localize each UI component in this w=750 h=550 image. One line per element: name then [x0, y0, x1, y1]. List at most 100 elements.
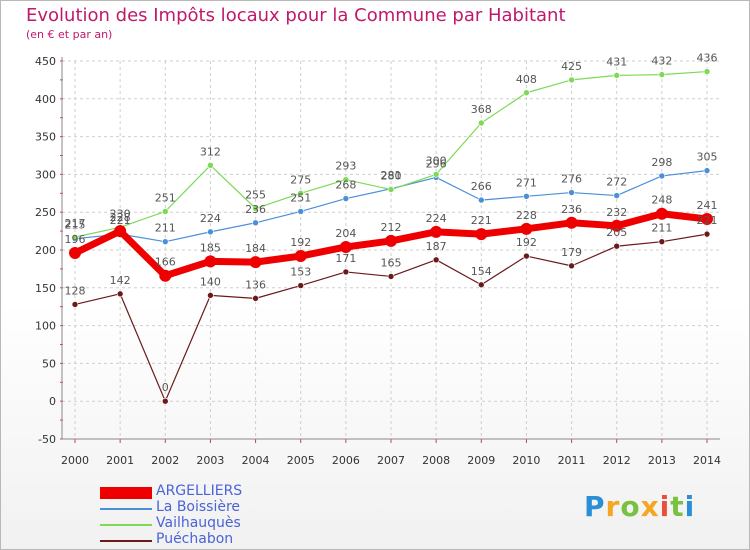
data-label-vailhauque-s: 431 — [606, 55, 627, 68]
series-layer — [69, 68, 713, 405]
data-label-vailhauque-s: 425 — [561, 60, 582, 73]
y-tick-label: 0 — [49, 395, 56, 408]
data-point-vailhauque-s — [252, 205, 259, 212]
data-point-vailhauque-s — [658, 71, 666, 78]
data-point-pue-chabon — [71, 301, 79, 308]
data-label-pue-chabon: 171 — [335, 252, 356, 265]
legend-swatch — [100, 508, 152, 510]
data-label-argelliers: 228 — [516, 209, 537, 222]
data-label-la-boissie-re: 272 — [606, 176, 627, 189]
data-label-la-boissie-re: 271 — [516, 176, 537, 189]
data-label-la-boissie-re: 281 — [381, 169, 402, 182]
data-label-layer: 128 142 0 140 136 153 171 165 187 154 192 179 205 211… — [65, 52, 718, 395]
data-point-la-boissie-re — [703, 167, 711, 174]
x-tick-label: 2012 — [603, 454, 631, 467]
data-label-pue-chabon: 0 — [162, 381, 169, 394]
data-point-argelliers — [430, 225, 443, 238]
data-label-argelliers: 196 — [65, 233, 86, 246]
data-label-la-boissie-re: 236 — [245, 203, 266, 216]
data-label-vailhauque-s: 436 — [697, 52, 718, 65]
y-tick-label: -50 — [38, 433, 56, 446]
proxiti-logo: Proxiti — [584, 490, 696, 523]
x-tick-label: 2010 — [512, 454, 540, 467]
data-point-argelliers — [475, 228, 488, 241]
data-label-argelliers: 185 — [200, 241, 221, 254]
data-label-vailhauque-s: 408 — [516, 73, 537, 86]
x-tick-label: 2009 — [467, 454, 495, 467]
x-tick-label: 2007 — [377, 454, 405, 467]
data-label-vailhauque-s: 217 — [65, 217, 86, 230]
data-point-pue-chabon — [207, 292, 214, 299]
y-tick-label: 300 — [35, 168, 56, 181]
legend-label: ARGELLIERS — [156, 483, 243, 499]
y-tick-label: 200 — [35, 244, 56, 257]
data-point-argelliers — [69, 247, 81, 260]
data-label-vailhauque-s: 230 — [110, 207, 131, 220]
data-point-argelliers — [520, 222, 533, 235]
data-point-vailhauque-s — [207, 162, 214, 169]
data-point-pue-chabon — [297, 282, 305, 289]
data-label-vailhauque-s: 368 — [471, 103, 492, 116]
x-tick-label: 2000 — [61, 454, 89, 467]
data-label-argelliers: 248 — [651, 194, 672, 207]
data-label-pue-chabon: 221 — [697, 214, 718, 227]
x-tick-label: 2011 — [558, 454, 586, 467]
data-label-argelliers: 228 — [110, 211, 131, 224]
data-point-vailhauque-s — [523, 89, 530, 97]
legend-swatch — [100, 540, 152, 542]
data-point-vailhauque-s — [477, 119, 485, 127]
data-point-vailhauque-s — [432, 171, 440, 178]
y-tick-label: 350 — [35, 131, 56, 144]
data-label-la-boissie-re: 224 — [200, 212, 221, 225]
data-point-vailhauque-s — [387, 186, 395, 193]
data-label-pue-chabon: 179 — [561, 246, 582, 259]
legend-label: La Boissière — [156, 499, 241, 515]
data-label-la-boissie-re: 296 — [426, 157, 447, 170]
data-label-argelliers: 166 — [155, 256, 176, 269]
data-label-vailhauque-s: 432 — [651, 55, 672, 68]
data-point-pue-chabon — [477, 281, 485, 289]
data-point-vailhauque-s — [71, 233, 79, 241]
data-label-argelliers: 204 — [335, 227, 356, 240]
data-point-pue-chabon — [613, 242, 621, 250]
data-point-la-boissie-re — [297, 208, 305, 215]
data-point-pue-chabon — [161, 397, 169, 405]
legend-swatch — [100, 524, 152, 526]
data-label-vailhauque-s: 300 — [426, 154, 447, 167]
data-label-vailhauque-s: 312 — [200, 145, 221, 158]
x-tick-label: 2001 — [106, 454, 134, 467]
data-label-argelliers: 232 — [606, 206, 627, 219]
data-label-la-boissie-re: 268 — [335, 179, 356, 192]
y-tick-label: 250 — [35, 206, 56, 219]
x-tick-label: 2008 — [422, 454, 450, 467]
x-tick-label: 2013 — [648, 454, 676, 467]
data-label-pue-chabon: 128 — [65, 284, 86, 297]
data-point-vailhauque-s — [297, 190, 305, 197]
x-tick-label: 2006 — [332, 454, 360, 467]
data-label-pue-chabon: 154 — [471, 265, 492, 278]
data-point-pue-chabon — [252, 295, 259, 302]
data-label-la-boissie-re: 298 — [651, 156, 672, 169]
data-label-la-boissie-re: 215 — [65, 219, 86, 232]
data-label-vailhauque-s: 293 — [335, 160, 356, 173]
data-point-pue-chabon — [568, 262, 575, 270]
y-tick-label: 400 — [35, 93, 56, 106]
data-point-vailhauque-s — [703, 68, 711, 75]
data-point-pue-chabon — [523, 252, 530, 260]
data-label-argelliers: 236 — [561, 203, 582, 216]
x-tick-label: 2004 — [242, 454, 270, 467]
data-label-pue-chabon: 192 — [516, 236, 537, 249]
data-point-argelliers — [114, 225, 127, 238]
data-label-argelliers: 224 — [426, 212, 447, 225]
data-point-argelliers — [249, 256, 262, 269]
data-point-argelliers — [565, 216, 578, 229]
data-label-pue-chabon: 211 — [651, 222, 672, 235]
data-label-pue-chabon: 140 — [200, 275, 221, 288]
legend-label: Vailhauquès — [156, 515, 241, 531]
data-point-argelliers — [610, 219, 623, 232]
data-label-argelliers: 192 — [290, 236, 311, 249]
data-label-argelliers: 212 — [381, 221, 402, 234]
data-label-vailhauque-s: 251 — [155, 191, 176, 204]
data-point-pue-chabon — [703, 230, 711, 238]
